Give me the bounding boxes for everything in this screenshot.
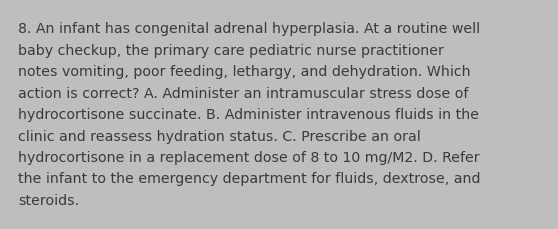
Text: action is correct? A. Administer an intramuscular stress dose of: action is correct? A. Administer an intr… bbox=[18, 86, 468, 100]
Text: baby checkup, the primary care pediatric nurse practitioner: baby checkup, the primary care pediatric… bbox=[18, 43, 444, 57]
Text: steroids.: steroids. bbox=[18, 193, 79, 207]
Text: the infant to the emergency department for fluids, dextrose, and: the infant to the emergency department f… bbox=[18, 172, 480, 186]
Text: 8. An infant has congenital adrenal hyperplasia. At a routine well: 8. An infant has congenital adrenal hype… bbox=[18, 22, 480, 36]
Text: clinic and reassess hydration status. C. Prescribe an oral: clinic and reassess hydration status. C.… bbox=[18, 129, 421, 143]
Text: notes vomiting, poor feeding, lethargy, and dehydration. Which: notes vomiting, poor feeding, lethargy, … bbox=[18, 65, 470, 79]
Text: hydrocortisone in a replacement dose of 8 to 10 mg/M2. D. Refer: hydrocortisone in a replacement dose of … bbox=[18, 150, 480, 164]
Text: hydrocortisone succinate. B. Administer intravenous fluids in the: hydrocortisone succinate. B. Administer … bbox=[18, 108, 479, 121]
